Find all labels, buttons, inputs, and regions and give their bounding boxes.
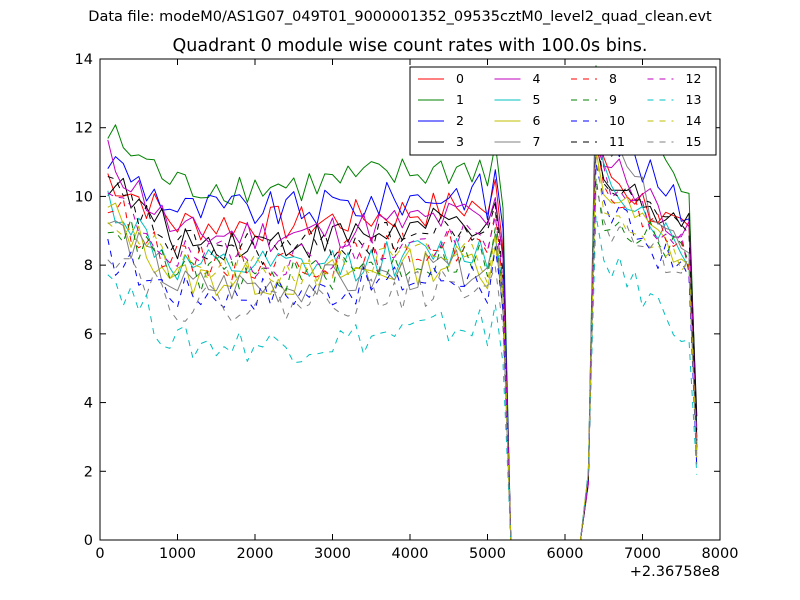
legend-label-7: 7 xyxy=(533,134,541,149)
x-tick-label: 8000 xyxy=(702,546,739,562)
series-line-9 xyxy=(107,177,698,540)
series-line-8 xyxy=(107,137,698,540)
legend-label-9: 9 xyxy=(609,92,617,107)
chart-title: Quadrant 0 module wise count rates with … xyxy=(172,36,648,56)
series-line-0 xyxy=(107,128,698,540)
legend-box xyxy=(409,66,717,156)
series-line-12 xyxy=(107,140,698,540)
y-tick-label: 14 xyxy=(75,52,93,68)
legend-label-11: 11 xyxy=(609,134,625,149)
x-tick-label: 1000 xyxy=(159,546,196,562)
series-line-14 xyxy=(107,149,698,540)
y-tick-label: 8 xyxy=(84,258,93,274)
series-line-4 xyxy=(107,110,698,540)
series-line-6 xyxy=(107,149,698,540)
y-tick-label: 6 xyxy=(84,327,93,343)
y-tick-label: 12 xyxy=(75,121,93,137)
y-tick-label: 0 xyxy=(84,533,93,549)
y-tick-label: 10 xyxy=(75,189,93,205)
series-line-11 xyxy=(107,127,698,540)
y-tick-label: 2 xyxy=(84,464,93,480)
y-tick-label: 4 xyxy=(84,396,93,412)
x-offset-label: +2.36758e8 xyxy=(630,564,720,580)
legend-label-14: 14 xyxy=(686,113,702,128)
legend-label-13: 13 xyxy=(686,92,702,107)
legend-label-6: 6 xyxy=(533,113,541,128)
chart-suptitle: Data file: modeM0/AS1G07_049T01_90000013… xyxy=(88,9,712,25)
legend-label-0: 0 xyxy=(456,71,464,86)
series-line-15 xyxy=(107,185,698,540)
x-tick-label: 4000 xyxy=(392,546,429,562)
series-line-5 xyxy=(107,137,698,540)
x-tick-label: 5000 xyxy=(469,546,506,562)
series-line-10 xyxy=(107,163,698,540)
x-axis: 0 1000 2000 3000 4000 5000 6000 7000 8000 xyxy=(95,59,738,562)
legend-label-5: 5 xyxy=(533,92,541,107)
legend-label-1: 1 xyxy=(456,92,464,107)
legend-label-3: 3 xyxy=(456,134,464,149)
legend-label-12: 12 xyxy=(686,71,702,86)
series-line-13 xyxy=(107,215,698,540)
x-tick-label: 6000 xyxy=(547,546,584,562)
legend-label-10: 10 xyxy=(609,113,625,128)
x-tick-label: 3000 xyxy=(314,546,351,562)
x-tick-label: 2000 xyxy=(237,546,274,562)
legend-label-8: 8 xyxy=(609,71,617,86)
x-tick-label: 0 xyxy=(95,546,104,562)
x-tick-label: 7000 xyxy=(624,546,661,562)
series-line-7 xyxy=(107,93,698,540)
legend-label-4: 4 xyxy=(533,71,541,86)
legend-label-15: 15 xyxy=(686,134,702,149)
legend-label-2: 2 xyxy=(456,113,464,128)
